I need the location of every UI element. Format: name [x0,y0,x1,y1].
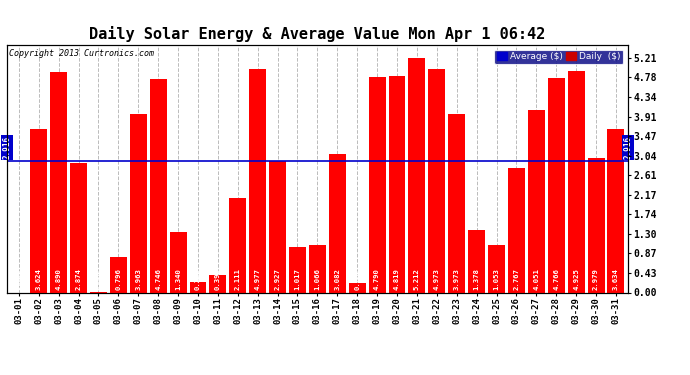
Text: 0.201: 0.201 [354,268,360,290]
Text: 4.973: 4.973 [434,268,440,290]
Text: 2.111: 2.111 [235,268,241,290]
Text: 1.378: 1.378 [473,268,480,290]
Legend: Average ($), Daily  ($): Average ($), Daily ($) [494,50,623,64]
Text: 0.000: 0.000 [16,268,22,290]
Bar [368,77,386,292]
Text: 1.053: 1.053 [493,268,500,290]
Text: 5.212: 5.212 [414,268,420,290]
Bar [329,154,346,292]
Bar [348,284,366,292]
Text: 4.746: 4.746 [155,268,161,290]
Text: 3.082: 3.082 [334,268,340,290]
Text: 4.819: 4.819 [394,268,400,290]
Bar [130,114,147,292]
Text: 4.790: 4.790 [374,268,380,290]
Text: 4.977: 4.977 [255,268,261,290]
Bar [150,79,166,292]
Bar [229,198,246,292]
Text: 1.066: 1.066 [315,268,320,290]
Text: 2.874: 2.874 [75,268,81,290]
Bar [528,110,545,292]
Text: 2.979: 2.979 [593,268,599,290]
Text: 3.624: 3.624 [36,268,42,290]
Text: 4.051: 4.051 [533,268,540,290]
Bar [210,275,226,292]
Text: 4.925: 4.925 [573,268,579,290]
Text: 0.392: 0.392 [215,268,221,290]
Bar [408,58,425,292]
Text: 2.767: 2.767 [513,268,520,290]
Text: 2.916: 2.916 [623,136,633,159]
Bar [488,245,505,292]
Bar [170,232,186,292]
Text: 3.963: 3.963 [135,268,141,290]
Bar [190,282,206,292]
Bar [508,168,525,292]
Text: 0.228: 0.228 [195,268,201,290]
Bar [469,231,485,292]
Text: 0.796: 0.796 [115,268,121,290]
Bar [269,161,286,292]
Text: 3.973: 3.973 [454,268,460,290]
Bar [50,72,67,292]
Text: 0.001: 0.001 [95,268,101,290]
Text: 4.890: 4.890 [56,268,61,290]
Bar [110,256,127,292]
Bar [428,69,445,292]
Bar [289,247,306,292]
Bar [249,69,266,292]
Bar [448,114,465,292]
Bar [388,76,406,292]
Text: 2.927: 2.927 [275,268,281,290]
Bar [568,71,584,292]
Text: Copyright 2013 Curtronics.com: Copyright 2013 Curtronics.com [9,49,154,58]
Text: 1.340: 1.340 [175,268,181,290]
Bar [588,159,604,292]
Bar [30,129,47,292]
Text: 1.017: 1.017 [295,268,301,290]
Text: 3.634: 3.634 [613,268,619,290]
Bar [309,244,326,292]
Bar [70,163,87,292]
Bar [548,78,564,292]
Text: 2.916: 2.916 [2,136,12,159]
Title: Daily Solar Energy & Average Value Mon Apr 1 06:42: Daily Solar Energy & Average Value Mon A… [89,27,546,42]
Text: 4.766: 4.766 [553,268,560,290]
Bar [607,129,624,292]
